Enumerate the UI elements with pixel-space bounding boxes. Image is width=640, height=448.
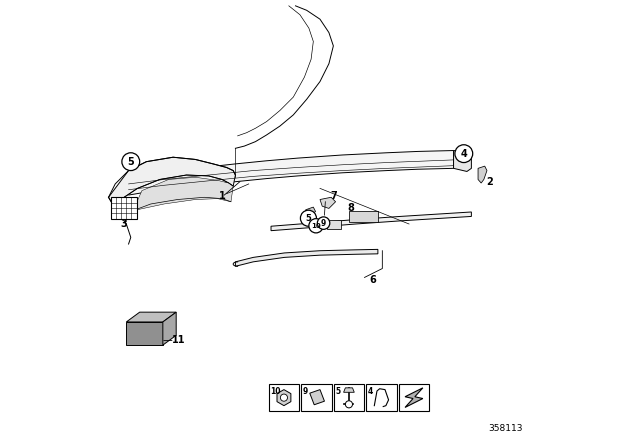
Bar: [326, 220, 341, 229]
Circle shape: [346, 401, 353, 408]
Bar: [269, 384, 299, 411]
Text: 6: 6: [369, 275, 376, 284]
Text: 1: 1: [219, 191, 225, 201]
Bar: [111, 197, 136, 219]
Circle shape: [280, 394, 287, 401]
Bar: [349, 211, 378, 222]
Bar: [399, 384, 429, 411]
Polygon shape: [320, 197, 335, 208]
Polygon shape: [271, 212, 472, 231]
Circle shape: [455, 145, 473, 163]
Polygon shape: [277, 390, 291, 405]
Bar: [334, 384, 364, 411]
Circle shape: [300, 210, 316, 226]
Text: 4: 4: [460, 149, 467, 159]
Circle shape: [309, 219, 323, 233]
Polygon shape: [163, 312, 176, 345]
Text: 5: 5: [305, 214, 312, 223]
Polygon shape: [405, 388, 423, 407]
Text: 5: 5: [127, 157, 134, 167]
Bar: [126, 322, 163, 345]
Text: 3: 3: [120, 219, 127, 229]
Text: 9: 9: [303, 387, 308, 396]
Polygon shape: [236, 250, 378, 266]
Text: 358113: 358113: [488, 424, 523, 433]
Polygon shape: [126, 312, 176, 322]
Polygon shape: [305, 207, 316, 215]
Text: 4: 4: [368, 387, 373, 396]
Polygon shape: [310, 390, 324, 405]
Text: 7: 7: [331, 191, 338, 201]
Bar: [366, 384, 397, 411]
Bar: [301, 384, 332, 411]
Polygon shape: [133, 177, 233, 211]
Text: 10: 10: [311, 223, 321, 229]
Polygon shape: [478, 166, 487, 183]
Text: 8: 8: [348, 203, 355, 213]
Text: 5: 5: [335, 387, 340, 396]
Circle shape: [317, 217, 330, 229]
Text: —: —: [163, 335, 172, 345]
Text: 10: 10: [271, 387, 281, 396]
Polygon shape: [454, 151, 472, 172]
Text: 2: 2: [486, 177, 493, 187]
Text: 11: 11: [172, 335, 186, 345]
Polygon shape: [129, 151, 454, 195]
Polygon shape: [344, 388, 355, 392]
Polygon shape: [109, 157, 236, 208]
Circle shape: [122, 153, 140, 171]
Text: 9: 9: [321, 219, 326, 228]
